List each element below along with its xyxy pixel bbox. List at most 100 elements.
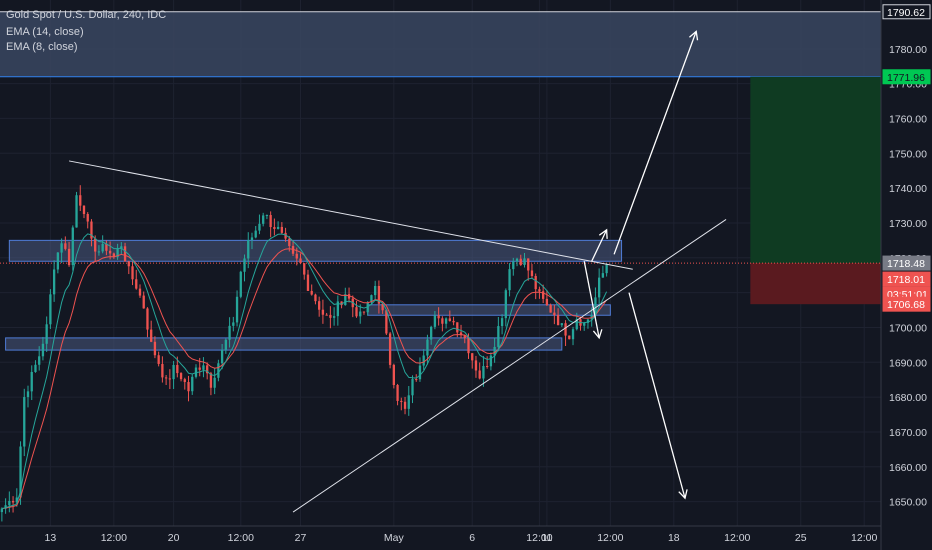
position-stop-zone <box>750 263 881 305</box>
candle-body <box>467 338 470 354</box>
candle-body <box>280 226 284 233</box>
time-tick-label: 12:00 <box>597 532 623 544</box>
candle-body <box>463 335 466 339</box>
candle-body <box>385 310 388 334</box>
candle-body <box>150 329 153 342</box>
candle-body <box>355 307 358 317</box>
candle-body <box>318 301 321 310</box>
candle-body <box>276 226 280 229</box>
price-badge-stop-bg <box>882 296 931 312</box>
candle-body <box>519 258 522 265</box>
candle-body <box>269 215 272 228</box>
candle-body <box>75 195 78 228</box>
time-tick-label: 12:00 <box>101 532 127 544</box>
candle-series <box>0 185 608 522</box>
candle-body <box>71 227 74 266</box>
candle-body <box>15 497 18 503</box>
candle-body <box>411 379 414 396</box>
arrow-down-small-head <box>592 329 603 340</box>
time-tick-label: 12:00 <box>228 532 254 544</box>
candle-body <box>262 215 265 224</box>
price-badge-target-bg <box>882 69 931 85</box>
candle-body <box>116 248 119 258</box>
candle-body <box>291 246 295 254</box>
candle-body <box>94 238 97 252</box>
candle-body <box>247 240 250 259</box>
candle-body <box>79 195 82 206</box>
candle-body <box>60 243 63 253</box>
candle-body <box>500 318 504 327</box>
price-badge-stop: 1706.68 <box>887 299 925 311</box>
candle-body <box>235 296 239 323</box>
candle-body <box>370 295 373 303</box>
candle-body <box>407 395 410 409</box>
arrow-up-small <box>591 229 608 262</box>
arrow-up-big <box>613 31 697 255</box>
price-badge-current-bg <box>882 255 931 271</box>
candle-body <box>161 363 164 378</box>
candle-body <box>38 356 41 365</box>
candle-body <box>441 318 444 324</box>
candle-body <box>542 291 545 299</box>
zone-upper <box>8 239 623 262</box>
price-badge-top: 1790.62 <box>887 7 925 19</box>
candle-body <box>571 329 575 340</box>
time-tick-label: 18 <box>668 532 680 544</box>
legend-ema14: EMA (14, close) <box>6 26 84 38</box>
candle-body <box>590 314 593 320</box>
ema-series <box>1 233 608 510</box>
candle-body <box>422 355 425 366</box>
time-tick-label: 12:00 <box>526 532 552 544</box>
zone-lower <box>5 337 563 351</box>
price-tick-label: 1740.00 <box>889 183 927 195</box>
candle-body <box>131 266 134 280</box>
arrow-down-big-head <box>678 489 688 500</box>
candle-body <box>120 246 123 249</box>
drawing-layer-front <box>68 30 727 513</box>
candle-body <box>601 273 605 278</box>
candle-body <box>314 294 317 302</box>
trendline-ascending <box>292 219 727 513</box>
candle-body <box>564 323 567 336</box>
candle-body <box>19 446 22 498</box>
candle-body <box>381 303 384 311</box>
candle-body <box>213 377 216 388</box>
candle-body <box>142 295 145 309</box>
candle-body <box>258 223 261 231</box>
candle-body <box>11 500 15 503</box>
candle-body <box>250 237 254 241</box>
candle-body <box>135 279 138 289</box>
candle-body <box>90 221 93 239</box>
candle-body <box>123 246 127 262</box>
candle-body <box>8 500 11 506</box>
candle-body <box>486 366 489 368</box>
price-badge-bid: 1718.01 <box>887 274 925 286</box>
candle-body <box>138 288 142 296</box>
candle-body <box>254 230 257 238</box>
price-badge-target: 1771.96 <box>887 72 925 84</box>
candle-body <box>530 270 534 277</box>
time-axis-panel <box>0 526 881 550</box>
arrow-down-big <box>628 292 686 499</box>
candle-body <box>232 322 235 326</box>
candle-body <box>56 252 60 270</box>
candle-body <box>0 508 4 513</box>
candle-body <box>164 377 168 379</box>
candle-body <box>347 294 351 299</box>
candle-body <box>508 269 511 291</box>
candle-body <box>325 314 328 316</box>
time-tick-label: 25 <box>795 532 807 544</box>
candle-body <box>23 397 26 447</box>
candle-body <box>474 360 478 371</box>
candle-body <box>538 289 541 292</box>
price-tick-label: 1670.00 <box>889 427 927 439</box>
candle-body <box>153 341 157 356</box>
candle-body <box>299 258 302 264</box>
candle-body <box>575 319 578 330</box>
price-tick-label: 1680.00 <box>889 392 927 404</box>
candle-body <box>340 301 343 306</box>
candle-body <box>594 297 597 315</box>
candle-body <box>86 214 89 222</box>
candle-body <box>26 391 30 398</box>
